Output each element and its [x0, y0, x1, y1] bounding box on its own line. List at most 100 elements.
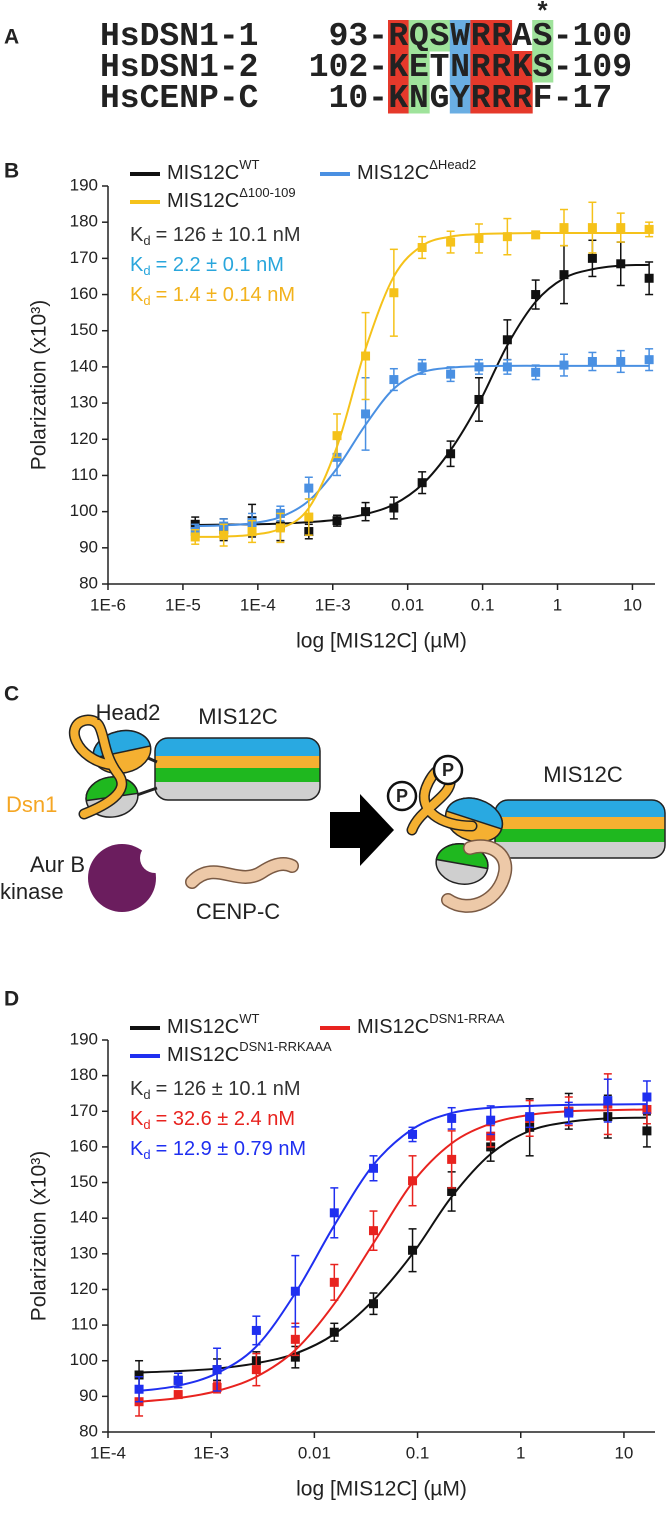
kd-annotation: Kd = 126 ± 10.1 nM [130, 224, 301, 248]
data-point [642, 1126, 652, 1136]
residue-highlight [408, 82, 430, 114]
y-axis-title: Polarization (x10³) [28, 1151, 51, 1321]
residue: R [471, 49, 491, 86]
kd-value: = 32.6 ± 2.4 nM [156, 1108, 295, 1130]
y-tick-label: 160 [70, 1136, 98, 1155]
x-axis-title: log [MIS12C] (µM) [296, 1478, 467, 1501]
data-point [474, 362, 484, 372]
residue: T [430, 49, 450, 86]
cenpc [186, 858, 298, 888]
start-position: 102- [309, 49, 388, 86]
data-point [559, 223, 569, 233]
kd-subscript: d [143, 1117, 150, 1132]
kd-subscript: d [143, 263, 150, 278]
panel-label: D [4, 988, 19, 1011]
kd-annotation: Kd = 32.6 ± 2.4 nM [130, 1108, 295, 1132]
data-point [559, 360, 569, 370]
legend-superscript: ΔHead2 [429, 157, 476, 172]
residue-highlight [449, 82, 471, 114]
y-tick-label: 90 [79, 1386, 98, 1405]
x-tick-label: 10 [614, 1443, 633, 1462]
data-point [446, 449, 456, 459]
data-point [616, 259, 626, 269]
x-tick-label: 0.01 [391, 595, 424, 614]
legend-name: MIS12C [357, 1016, 429, 1038]
residue: R [512, 80, 532, 117]
kd-symbol: K [130, 1108, 144, 1130]
residue-highlight [388, 82, 410, 114]
data-point [417, 362, 427, 372]
residue: A [512, 18, 532, 55]
connector [147, 756, 158, 764]
y-tick-label: 80 [79, 573, 98, 592]
label: MIS12C [198, 704, 278, 729]
kd-symbol: K [130, 254, 144, 276]
fit-curve [195, 364, 650, 528]
data-point [446, 369, 456, 379]
legend-label: MIS12CWT [167, 157, 260, 184]
kd-annotation: Kd = 12.9 ± 0.79 nM [130, 1138, 306, 1162]
data-point [332, 431, 342, 441]
residue-highlight [408, 51, 430, 83]
residue: R [491, 49, 511, 86]
data-point [486, 1131, 496, 1141]
y-tick-label: 130 [70, 393, 98, 412]
data-point [603, 1096, 613, 1106]
data-point [389, 375, 399, 385]
y-tick-label: 130 [70, 1243, 98, 1262]
residue: N [450, 49, 470, 86]
phospho [386, 780, 418, 812]
x-tick-label: 1 [553, 595, 562, 614]
y-tick-label: 90 [79, 537, 98, 556]
residue: Q [409, 18, 429, 55]
rod-outline [154, 737, 321, 801]
legend-name: MIS12C [167, 1044, 239, 1066]
data-point [361, 351, 371, 361]
kd-symbol: K [130, 1078, 144, 1100]
fit-curve [138, 1108, 647, 1403]
kd-value: = 12.9 ± 0.79 nM [156, 1138, 307, 1160]
aurora-b [88, 844, 156, 912]
fit-curve [195, 232, 650, 538]
residue: R [491, 80, 511, 117]
end-position: -109 [553, 49, 632, 86]
label: CENP-C [196, 899, 280, 924]
residue-highlight [388, 20, 410, 52]
legend-label: MIS12CDSN1-RRAA [357, 1011, 505, 1038]
aurora-b-notch [140, 843, 170, 873]
y-tick-label: 170 [70, 1101, 98, 1120]
data-point [212, 1365, 222, 1375]
residue-highlight [408, 20, 430, 52]
kd-symbol: K [130, 284, 144, 306]
data-point [447, 1186, 457, 1196]
legend-label: MIS12CWT [167, 1011, 260, 1038]
data-point [290, 1352, 300, 1362]
kd-value: = 1.4 ± 0.14 nM [156, 284, 295, 306]
data-point [587, 356, 597, 366]
kd-subscript: d [143, 233, 150, 248]
y-tick-label: 120 [70, 1279, 98, 1298]
fit-curve [138, 1103, 647, 1393]
data-point [486, 1115, 496, 1125]
data-point [447, 1154, 457, 1164]
kd-annotation: Kd = 126 ± 10.1 nM [130, 1078, 301, 1102]
y-tick-label: 170 [70, 248, 98, 267]
data-point [502, 232, 512, 242]
data-point [525, 1112, 535, 1122]
y-tick-label: 140 [70, 1208, 98, 1227]
data-point [329, 1208, 339, 1218]
panel-label: B [4, 160, 19, 183]
x-tick-label: 1E-4 [240, 595, 276, 614]
y-tick-label: 110 [71, 465, 98, 484]
data-point [361, 507, 371, 517]
kd-symbol: K [130, 1138, 144, 1160]
label: Aur B [30, 852, 85, 877]
protein-name: HsDSN1-1 [100, 18, 258, 55]
data-point [368, 1226, 378, 1236]
residue: F [533, 80, 553, 117]
data-point [368, 1299, 378, 1309]
residue-highlight [511, 82, 533, 114]
